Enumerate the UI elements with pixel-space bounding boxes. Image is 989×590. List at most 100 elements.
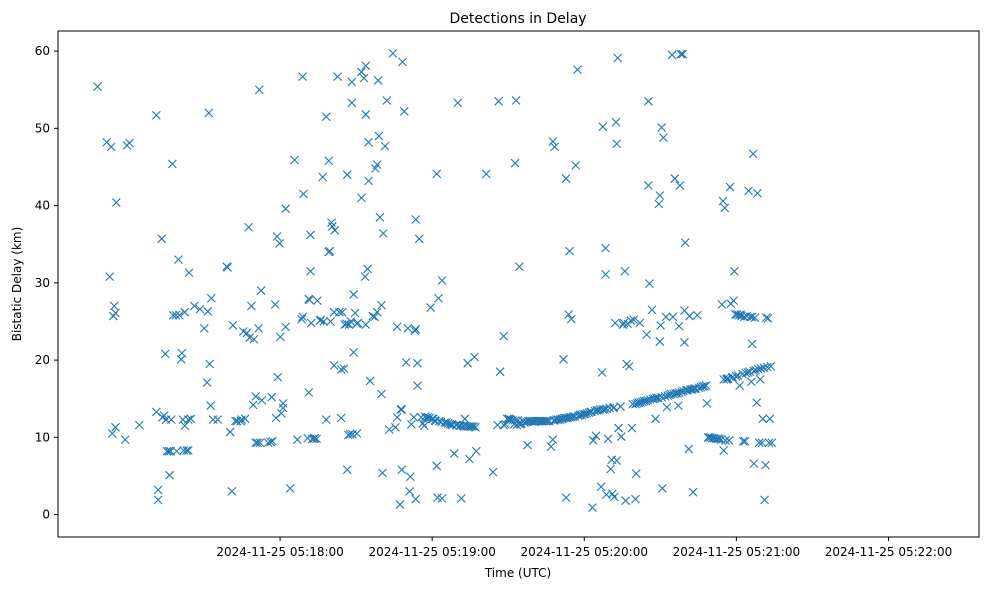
data-point xyxy=(225,427,235,437)
data-point xyxy=(324,156,334,166)
data-point xyxy=(319,317,329,326)
data-point xyxy=(382,96,392,105)
data-point xyxy=(290,155,299,165)
data-point xyxy=(318,172,328,182)
data-point xyxy=(713,434,723,444)
data-point xyxy=(751,365,761,375)
data-point xyxy=(360,272,370,282)
data-point xyxy=(306,318,316,328)
data-point xyxy=(275,332,285,342)
data-point xyxy=(175,310,184,320)
data-point xyxy=(171,310,181,320)
data-point xyxy=(120,435,130,445)
data-point xyxy=(380,141,390,151)
data-point xyxy=(514,262,524,272)
data-point xyxy=(613,53,623,63)
x-tick-label: 2024-11-25 05:21:00 xyxy=(673,545,800,559)
data-point xyxy=(391,422,400,432)
data-point xyxy=(671,388,680,398)
data-point xyxy=(350,308,360,318)
data-point xyxy=(631,494,640,504)
data-point xyxy=(577,410,587,420)
chart-title: Detections in Delay xyxy=(449,11,586,27)
data-point xyxy=(734,310,744,320)
data-point xyxy=(488,467,498,477)
data-point xyxy=(590,406,600,416)
data-point xyxy=(591,431,601,441)
data-point xyxy=(740,436,750,446)
data-point xyxy=(337,307,347,317)
data-point xyxy=(378,229,388,238)
data-point xyxy=(357,193,366,203)
data-point xyxy=(270,300,280,309)
data-point xyxy=(255,438,265,448)
data-point xyxy=(340,320,350,329)
x-tick-label: 2024-11-25 05:20:00 xyxy=(521,545,648,559)
data-point xyxy=(361,320,371,329)
data-point xyxy=(766,361,776,371)
data-point xyxy=(183,415,193,424)
data-point xyxy=(744,186,753,196)
data-point xyxy=(696,382,706,392)
data-point xyxy=(719,446,729,455)
x-tick-label: 2024-11-25 05:19:00 xyxy=(368,545,495,559)
data-point xyxy=(481,169,491,179)
data-point xyxy=(432,169,442,179)
points-layer xyxy=(93,49,777,513)
data-point xyxy=(361,61,371,71)
data-point xyxy=(199,324,209,333)
data-point xyxy=(425,413,435,423)
data-point xyxy=(511,96,521,105)
data-point xyxy=(645,279,654,289)
data-point xyxy=(361,110,371,119)
data-point xyxy=(434,293,443,303)
data-point xyxy=(392,322,402,332)
data-point xyxy=(612,456,622,465)
data-point xyxy=(586,407,596,417)
data-point xyxy=(204,108,214,118)
data-point xyxy=(656,320,665,330)
data-point xyxy=(584,408,594,418)
data-point xyxy=(561,174,571,183)
data-point xyxy=(434,416,444,426)
data-point xyxy=(725,182,735,192)
data-point xyxy=(467,422,477,431)
data-point xyxy=(731,371,741,381)
y-tick-label: 30 xyxy=(35,276,50,290)
data-point xyxy=(297,314,307,324)
data-point xyxy=(397,405,407,414)
data-point xyxy=(684,444,694,454)
data-point xyxy=(541,416,551,426)
data-point xyxy=(761,460,770,470)
data-point xyxy=(510,158,520,168)
data-point xyxy=(747,312,757,322)
data-point xyxy=(661,312,671,322)
data-point xyxy=(157,234,167,244)
data-point xyxy=(240,414,250,424)
data-point xyxy=(183,446,193,455)
data-point xyxy=(606,464,616,474)
data-point xyxy=(411,215,421,224)
data-point xyxy=(729,266,739,276)
data-point xyxy=(627,423,637,433)
data-point xyxy=(330,225,340,235)
data-point xyxy=(563,413,573,423)
data-point xyxy=(743,368,753,377)
data-point xyxy=(347,77,357,87)
data-point xyxy=(339,364,349,373)
data-point xyxy=(254,324,263,333)
data-point xyxy=(748,149,758,159)
data-point xyxy=(247,301,256,311)
data-point xyxy=(588,436,598,445)
data-point xyxy=(189,301,199,311)
data-point xyxy=(675,181,685,190)
data-point xyxy=(321,415,331,424)
data-point xyxy=(603,434,613,444)
data-point xyxy=(670,174,680,183)
data-point xyxy=(273,372,283,382)
data-point xyxy=(616,402,625,411)
data-point xyxy=(566,412,576,422)
data-point xyxy=(403,324,413,333)
data-point xyxy=(237,415,246,424)
data-point xyxy=(397,465,407,475)
